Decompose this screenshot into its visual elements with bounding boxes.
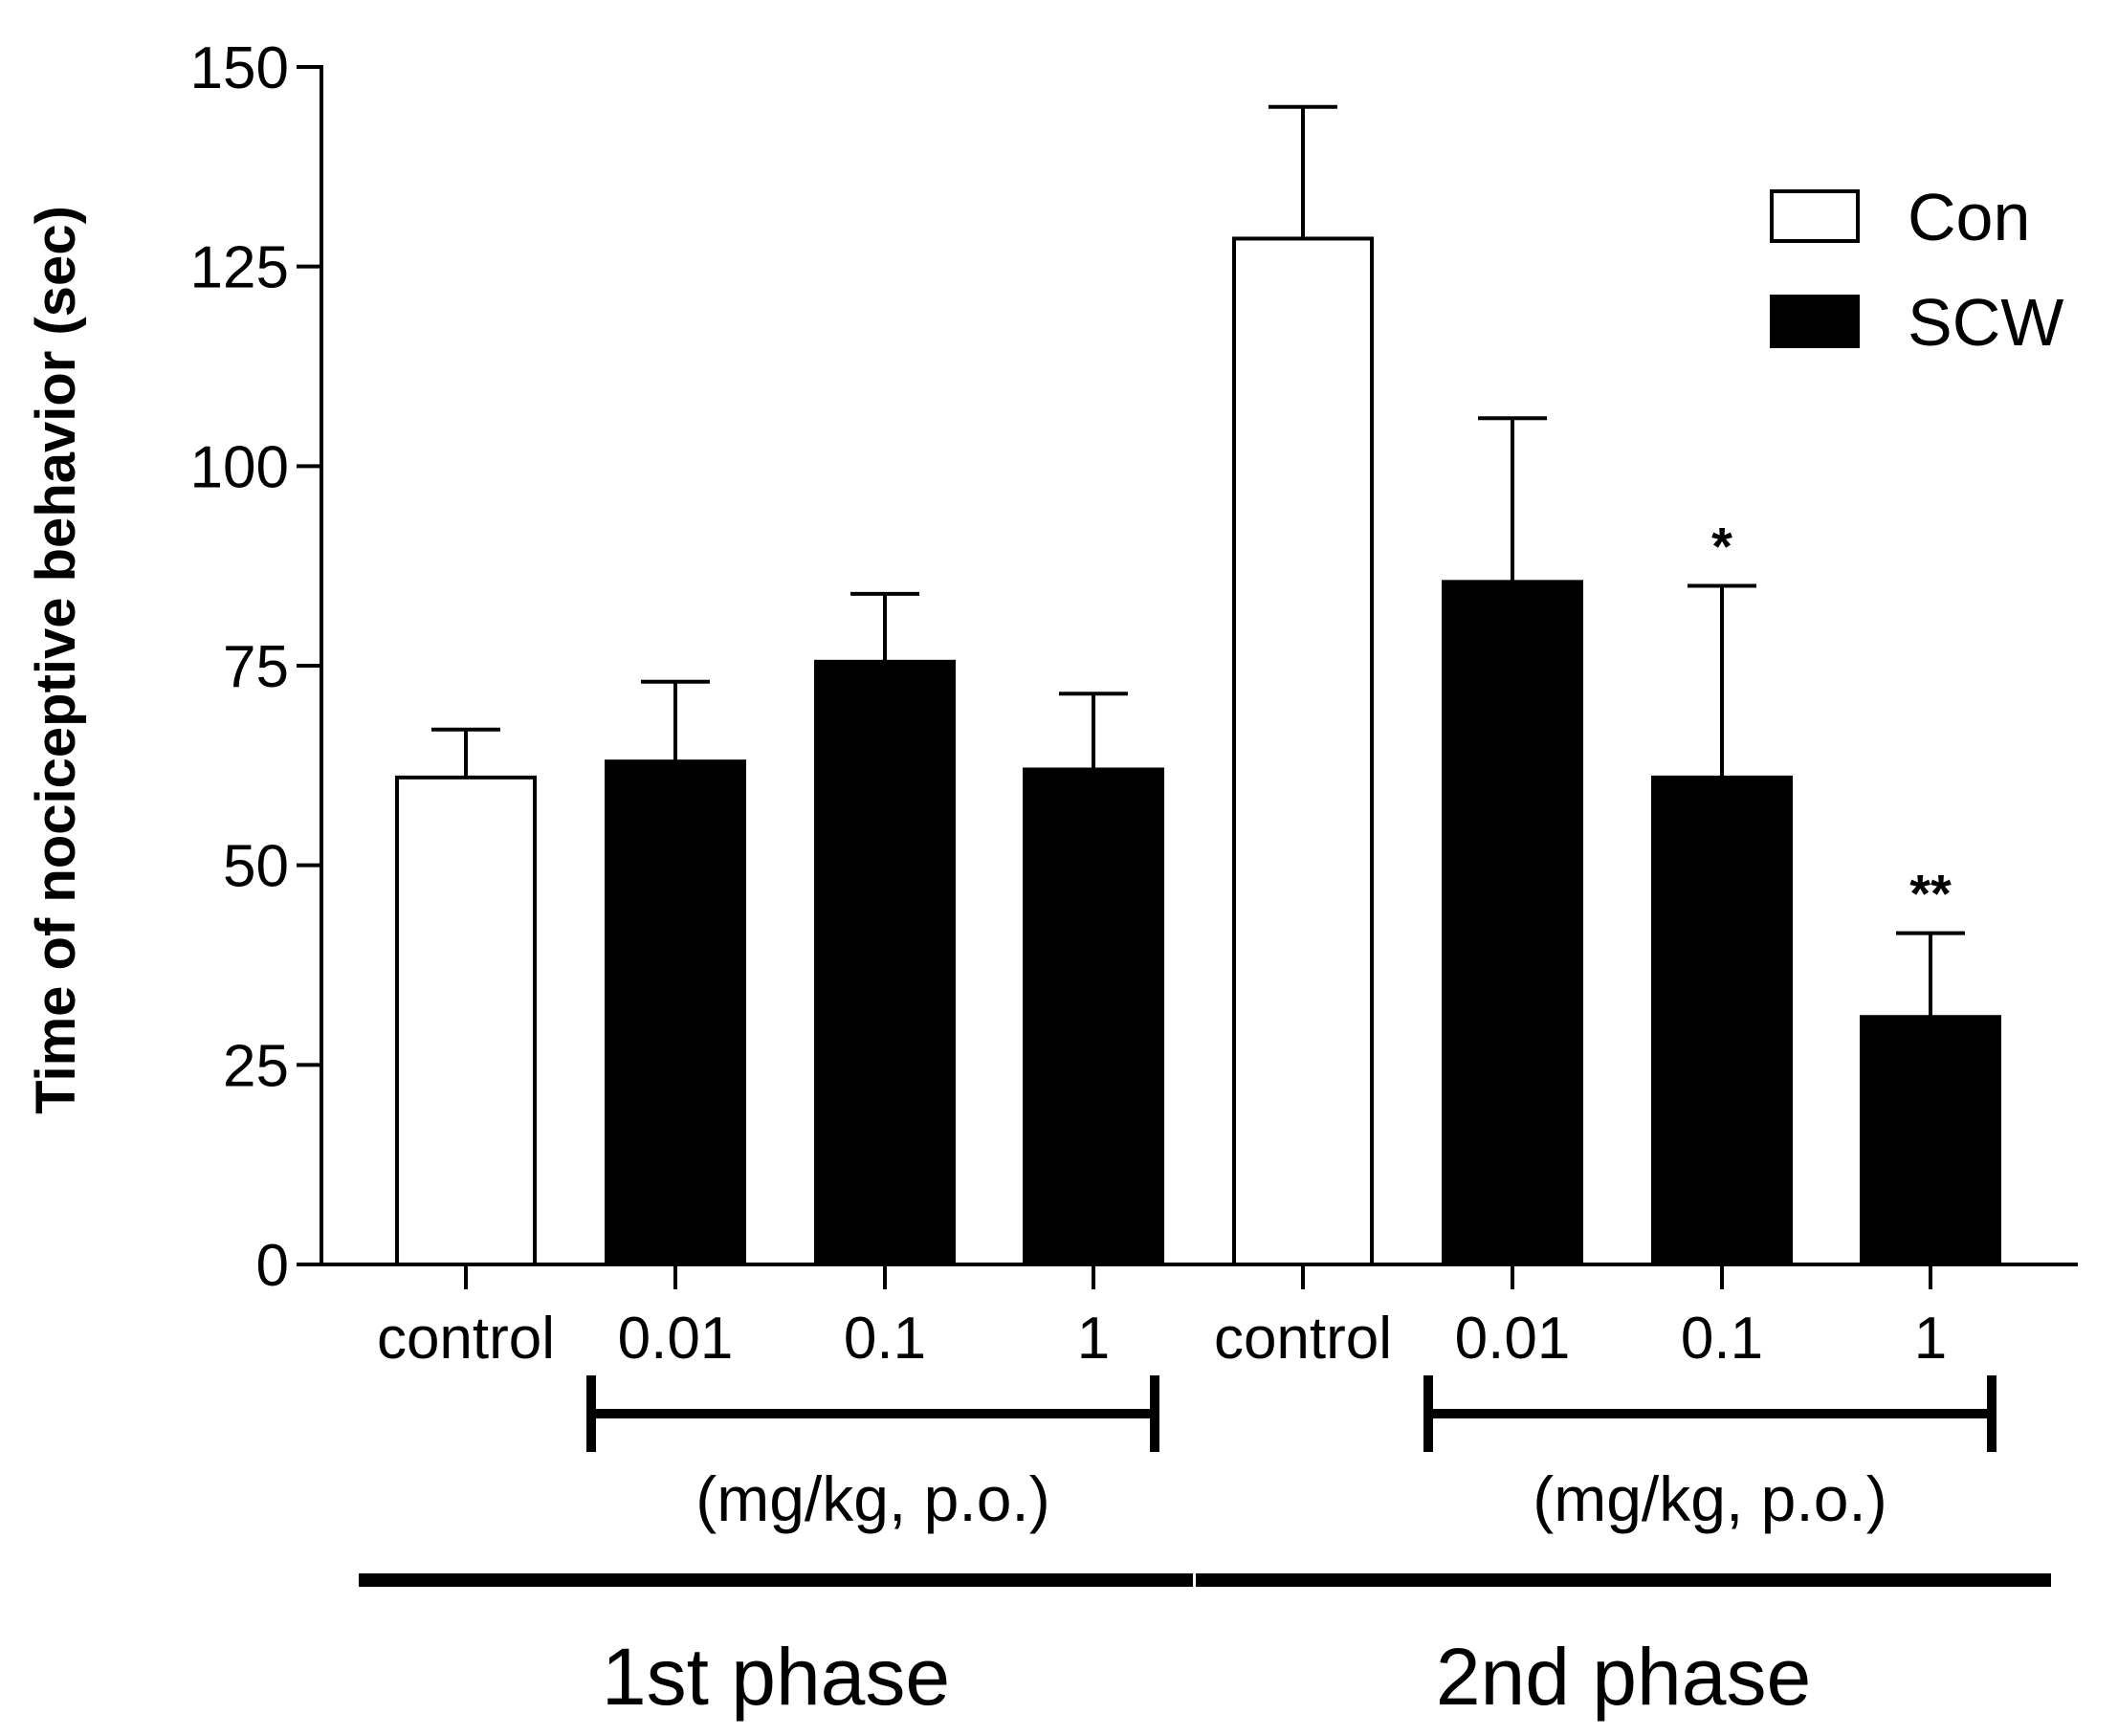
bar bbox=[395, 775, 537, 1266]
bar bbox=[605, 759, 746, 1266]
x-tick-label: control bbox=[1214, 1306, 1392, 1372]
legend-swatch-scw bbox=[1770, 295, 1860, 348]
dose-unit-label: (mg/kg, p.o.) bbox=[1533, 1463, 1886, 1534]
bar bbox=[1651, 775, 1793, 1266]
legend-swatch-con bbox=[1770, 189, 1860, 243]
y-tick-label: 50 bbox=[223, 834, 289, 900]
bar-series bbox=[395, 104, 2001, 1266]
x-tick-label: 1 bbox=[1914, 1306, 1947, 1372]
y-axis-title: Time of nociceptive behavior (sec) bbox=[25, 206, 87, 1114]
significance-mark: ** bbox=[1909, 864, 1952, 924]
bar bbox=[1860, 1015, 2001, 1266]
bar bbox=[1023, 767, 1164, 1266]
phase-label: 1st phase bbox=[602, 1632, 950, 1722]
bar bbox=[814, 659, 956, 1266]
x-tick-label: 0.01 bbox=[1455, 1306, 1571, 1372]
legend-label-scw: SCW bbox=[1908, 285, 2063, 360]
y-tick-label: 125 bbox=[190, 235, 289, 301]
x-tick-label: control bbox=[377, 1306, 555, 1372]
bar bbox=[1232, 236, 1374, 1266]
y-tick-label: 25 bbox=[223, 1033, 289, 1099]
bar bbox=[1442, 580, 1583, 1266]
phase-label: 2nd phase bbox=[1436, 1632, 1811, 1722]
y-tick-label: 0 bbox=[256, 1233, 289, 1299]
y-tick-label: 150 bbox=[190, 35, 289, 101]
legend: Con SCW bbox=[1770, 180, 2063, 360]
x-tick-label: 0.1 bbox=[844, 1306, 926, 1372]
legend-label-con: Con bbox=[1908, 180, 2030, 254]
y-tick-label: 75 bbox=[223, 634, 289, 700]
x-tick-label: 0.1 bbox=[1681, 1306, 1763, 1372]
x-tick-label: 1 bbox=[1077, 1306, 1110, 1372]
x-tick-label: 0.01 bbox=[618, 1306, 734, 1372]
chart-axes: 0 25 50 75 100 125 150 control 0.01 0.1 1 control 0.… bbox=[190, 35, 2078, 1372]
chart-annotations: ***(mg/kg, p.o.)1st phase(mg/kg, p.o.)2n… bbox=[359, 516, 2051, 1722]
significance-mark: * bbox=[1711, 516, 1732, 577]
dose-unit-label: (mg/kg, p.o.) bbox=[695, 1463, 1049, 1534]
y-tick-label: 100 bbox=[190, 434, 289, 500]
